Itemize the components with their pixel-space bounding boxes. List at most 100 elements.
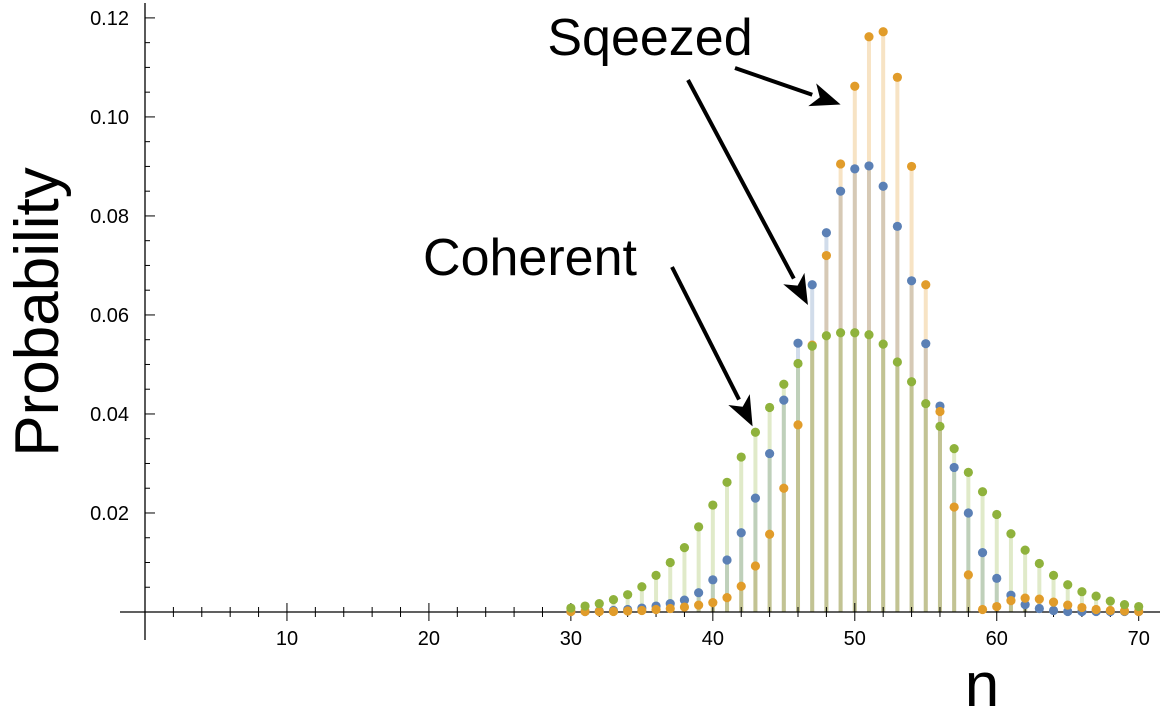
series-2-point <box>793 358 803 369</box>
y-tick-label: 0.04 <box>90 404 129 426</box>
series-2-point <box>637 582 647 592</box>
series-2-point <box>623 590 633 600</box>
x-ticks: 10 20 30 40 50 60 70 <box>172 603 1150 650</box>
series-1-point <box>963 570 973 580</box>
series-0-point <box>963 508 973 518</box>
y-tick-label: 0.02 <box>90 503 129 525</box>
series-2-point <box>1063 580 1073 590</box>
series-2-point <box>850 328 860 338</box>
series-1-point <box>750 561 761 571</box>
series-1-point <box>1077 602 1087 613</box>
series-0-point <box>750 493 761 503</box>
series-1-point <box>594 606 604 617</box>
series-2-point <box>1091 591 1101 601</box>
y-ticks: 0.02 0.04 0.06 0.08 0.10 0.12 <box>90 8 155 588</box>
series-2-point <box>906 377 917 387</box>
series-2-point <box>949 444 959 454</box>
series-1-point <box>608 606 619 617</box>
series-1-point <box>906 161 917 172</box>
series-0-point <box>892 221 902 231</box>
y-tick-label: 0.10 <box>90 107 129 129</box>
series-0-point <box>1034 603 1044 614</box>
series-1-point <box>1006 596 1016 606</box>
y-tick-label: 0.08 <box>90 206 129 228</box>
series-1-point <box>1105 605 1115 616</box>
series-1-point <box>878 27 888 37</box>
annotation-arrow-head <box>808 83 841 107</box>
series-1-point <box>736 581 746 591</box>
series-2-point <box>765 402 775 413</box>
series-2-point <box>651 570 661 580</box>
series-1-point <box>679 602 690 612</box>
series-1-point <box>637 605 647 616</box>
series-1-point <box>1034 594 1044 604</box>
series-2-point <box>963 467 973 477</box>
series-0-point <box>864 161 874 171</box>
series-2-point <box>750 427 761 437</box>
annotation-arrow-shaft <box>670 266 741 401</box>
series-1-point <box>708 597 718 608</box>
series-1-point <box>1063 600 1073 610</box>
series-0-point <box>1063 606 1073 617</box>
series-1-point <box>821 250 831 261</box>
series-1-point <box>992 601 1002 612</box>
series-2-point <box>1020 545 1030 555</box>
series-0-point <box>722 555 732 565</box>
series-1-point <box>1091 604 1101 615</box>
series-0-point <box>949 462 959 473</box>
series-1-point <box>765 529 775 539</box>
x-tick-label: 70 <box>1128 628 1150 650</box>
points-layer <box>566 27 1144 617</box>
series-2-point <box>892 357 902 367</box>
series-2-point <box>580 601 590 611</box>
series-2-point <box>722 477 732 487</box>
series-2-point <box>608 595 619 605</box>
series-1-point <box>779 483 789 493</box>
series-2-point <box>1077 587 1087 597</box>
x-tick-label: 30 <box>560 628 582 650</box>
series-2-point <box>878 339 888 349</box>
annotation-arrow-head <box>728 394 753 427</box>
series-0-point <box>835 186 846 196</box>
series-0-point <box>906 276 917 286</box>
series-1-point <box>694 600 704 610</box>
series-0-point <box>765 448 775 459</box>
series-0-point <box>1048 605 1059 616</box>
series-2-point <box>977 487 988 497</box>
x-tick-label: 10 <box>276 628 298 650</box>
x-tick-label: 40 <box>702 628 724 650</box>
y-axis-title: Probability <box>3 167 72 456</box>
series-1-point <box>665 603 675 614</box>
series-1-point <box>1119 606 1130 616</box>
series-2-point <box>807 341 817 351</box>
series-1-point <box>864 32 874 42</box>
series-2-point <box>665 557 675 568</box>
axes: 10 20 30 40 50 60 70 0.02 0.04 0.06 0.08 0.10 0.12 <box>90 3 1160 650</box>
series-1-point <box>921 280 931 290</box>
series-1-point <box>623 606 633 616</box>
series-2-point <box>935 421 945 431</box>
series-0-point <box>1020 599 1030 610</box>
series-0-point <box>679 595 690 605</box>
x-tick-label: 60 <box>986 628 1008 650</box>
series-1-point <box>935 406 945 417</box>
series-2-point <box>694 522 704 532</box>
series-2-point <box>708 500 718 510</box>
series-1-point <box>977 604 988 615</box>
series-2-point <box>921 398 931 409</box>
series-2-point <box>679 543 690 553</box>
series-0-point <box>793 338 803 348</box>
x-tick-label: 20 <box>418 628 440 650</box>
annotation-label: Coherent <box>423 229 637 287</box>
series-0-point <box>736 528 746 538</box>
series-0-point <box>992 573 1002 583</box>
series-2-point <box>992 509 1002 520</box>
series-2-point <box>1034 558 1044 569</box>
y-tick-label: 0.12 <box>90 8 129 30</box>
series-2-point <box>1119 599 1130 610</box>
series-1-point <box>651 604 661 615</box>
y-tick-label: 0.06 <box>90 305 129 327</box>
series-0-point <box>694 588 704 598</box>
series-0-point <box>821 228 831 238</box>
